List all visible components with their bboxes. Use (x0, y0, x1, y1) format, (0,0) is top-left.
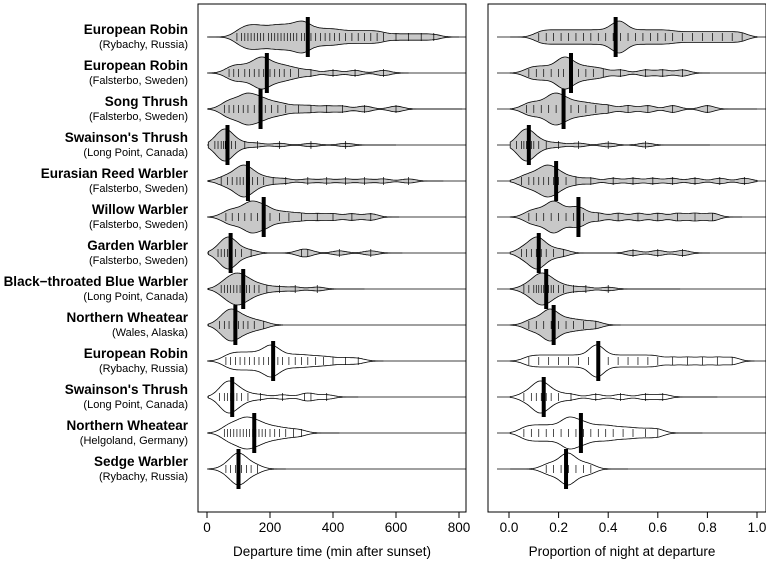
x-axis-tick-label: 0.6 (648, 520, 667, 535)
violin-shape (509, 380, 718, 414)
species-location-label: (Helgoland, Germany) (80, 435, 188, 447)
x-axis-tick-label: 400 (322, 520, 345, 535)
x-axis-proportion-night: 0.0 0.2 0.4 0.6 0.8 1.0 (500, 512, 766, 535)
violin-shape (509, 200, 743, 234)
violin-shape (509, 272, 681, 306)
violin-shape (207, 92, 463, 126)
violin-shape (207, 452, 286, 486)
species-location-label: (Falsterbo, Sweden) (89, 219, 188, 231)
panel-right-frame (487, 3, 766, 513)
species-name-label: Swainson's Thrush (65, 382, 188, 397)
violin-shape (207, 236, 403, 270)
species-location-label: (Wales, Alaska) (112, 327, 188, 339)
species-location-label: (Falsterbo, Sweden) (89, 75, 188, 87)
x-axis-tick-label: 0.2 (549, 520, 568, 535)
species-name-label: Black−throated Blue Warbler (4, 274, 189, 289)
violin-shape (509, 416, 703, 450)
violin-shape (208, 56, 409, 90)
x-axis-tick-label: 600 (385, 520, 408, 535)
x-axis-tick-label: 0.4 (599, 520, 618, 535)
violin-shape (208, 20, 459, 54)
violin-shape (207, 164, 444, 198)
violin-shape (510, 20, 758, 54)
x-axis-tick-label: 1.0 (748, 520, 766, 535)
x-axis-tick-label: 0.8 (698, 520, 717, 535)
violin-shape (510, 452, 628, 486)
violin-shape (509, 308, 621, 342)
violin-shape (207, 308, 283, 342)
species-name-label: Eurasian Reed Warbler (41, 166, 189, 181)
violin-shape (207, 200, 400, 234)
species-name-label: Garden Warbler (87, 238, 189, 253)
violin-shape (207, 380, 359, 414)
species-name-label: European Robin (84, 58, 188, 73)
violin-shape (509, 128, 710, 162)
violin-shape (207, 416, 340, 450)
x-axis-tick-label: 0.0 (500, 520, 519, 535)
species-location-label: (Falsterbo, Sweden) (89, 111, 188, 123)
violin-shape (509, 56, 710, 90)
x-axis-tick-label: 200 (259, 520, 282, 535)
species-name-label: Swainson's Thrush (65, 130, 188, 145)
violins-proportion-night (497, 17, 766, 489)
x-axis-title-left: Departure time (min after sunset) (233, 544, 431, 559)
species-location-label: (Rybachy, Russia) (99, 39, 188, 51)
violin-shape (509, 344, 755, 378)
x-axis-tick-label: 800 (448, 520, 471, 535)
species-labels: European Robin (Rybachy, Russia) European … (4, 22, 189, 483)
violins-departure-time (207, 17, 466, 489)
x-axis-title-right: Proportion of night at departure (529, 544, 716, 559)
species-location-label: (Long Point, Canada) (83, 147, 188, 159)
species-name-label: European Robin (84, 346, 188, 361)
species-location-label: (Long Point, Canada) (83, 399, 188, 411)
x-axis-departure-time: 0 200 400 600 800 (203, 512, 470, 535)
violin-shape (509, 164, 758, 198)
species-name-label: Sedge Warbler (94, 454, 189, 469)
species-name-label: Northern Wheatear (66, 310, 188, 325)
species-location-label: (Rybachy, Russia) (99, 471, 188, 483)
x-axis-tick-label: 0 (203, 520, 211, 535)
panel-left-frame (197, 3, 467, 513)
violin-shape (207, 344, 384, 378)
species-name-label: Song Thrush (105, 94, 188, 109)
species-location-label: (Long Point, Canada) (83, 291, 188, 303)
violin-shape (509, 236, 710, 270)
violin-shape (509, 92, 757, 126)
species-name-label: Willow Warbler (92, 202, 189, 217)
species-location-label: (Falsterbo, Sweden) (89, 183, 188, 195)
species-location-label: (Rybachy, Russia) (99, 363, 188, 375)
species-location-label: (Falsterbo, Sweden) (89, 255, 188, 267)
species-name-label: Northern Wheatear (66, 418, 188, 433)
violin-shape (207, 272, 365, 306)
species-name-label: European Robin (84, 22, 188, 37)
violin-shape (207, 128, 396, 162)
